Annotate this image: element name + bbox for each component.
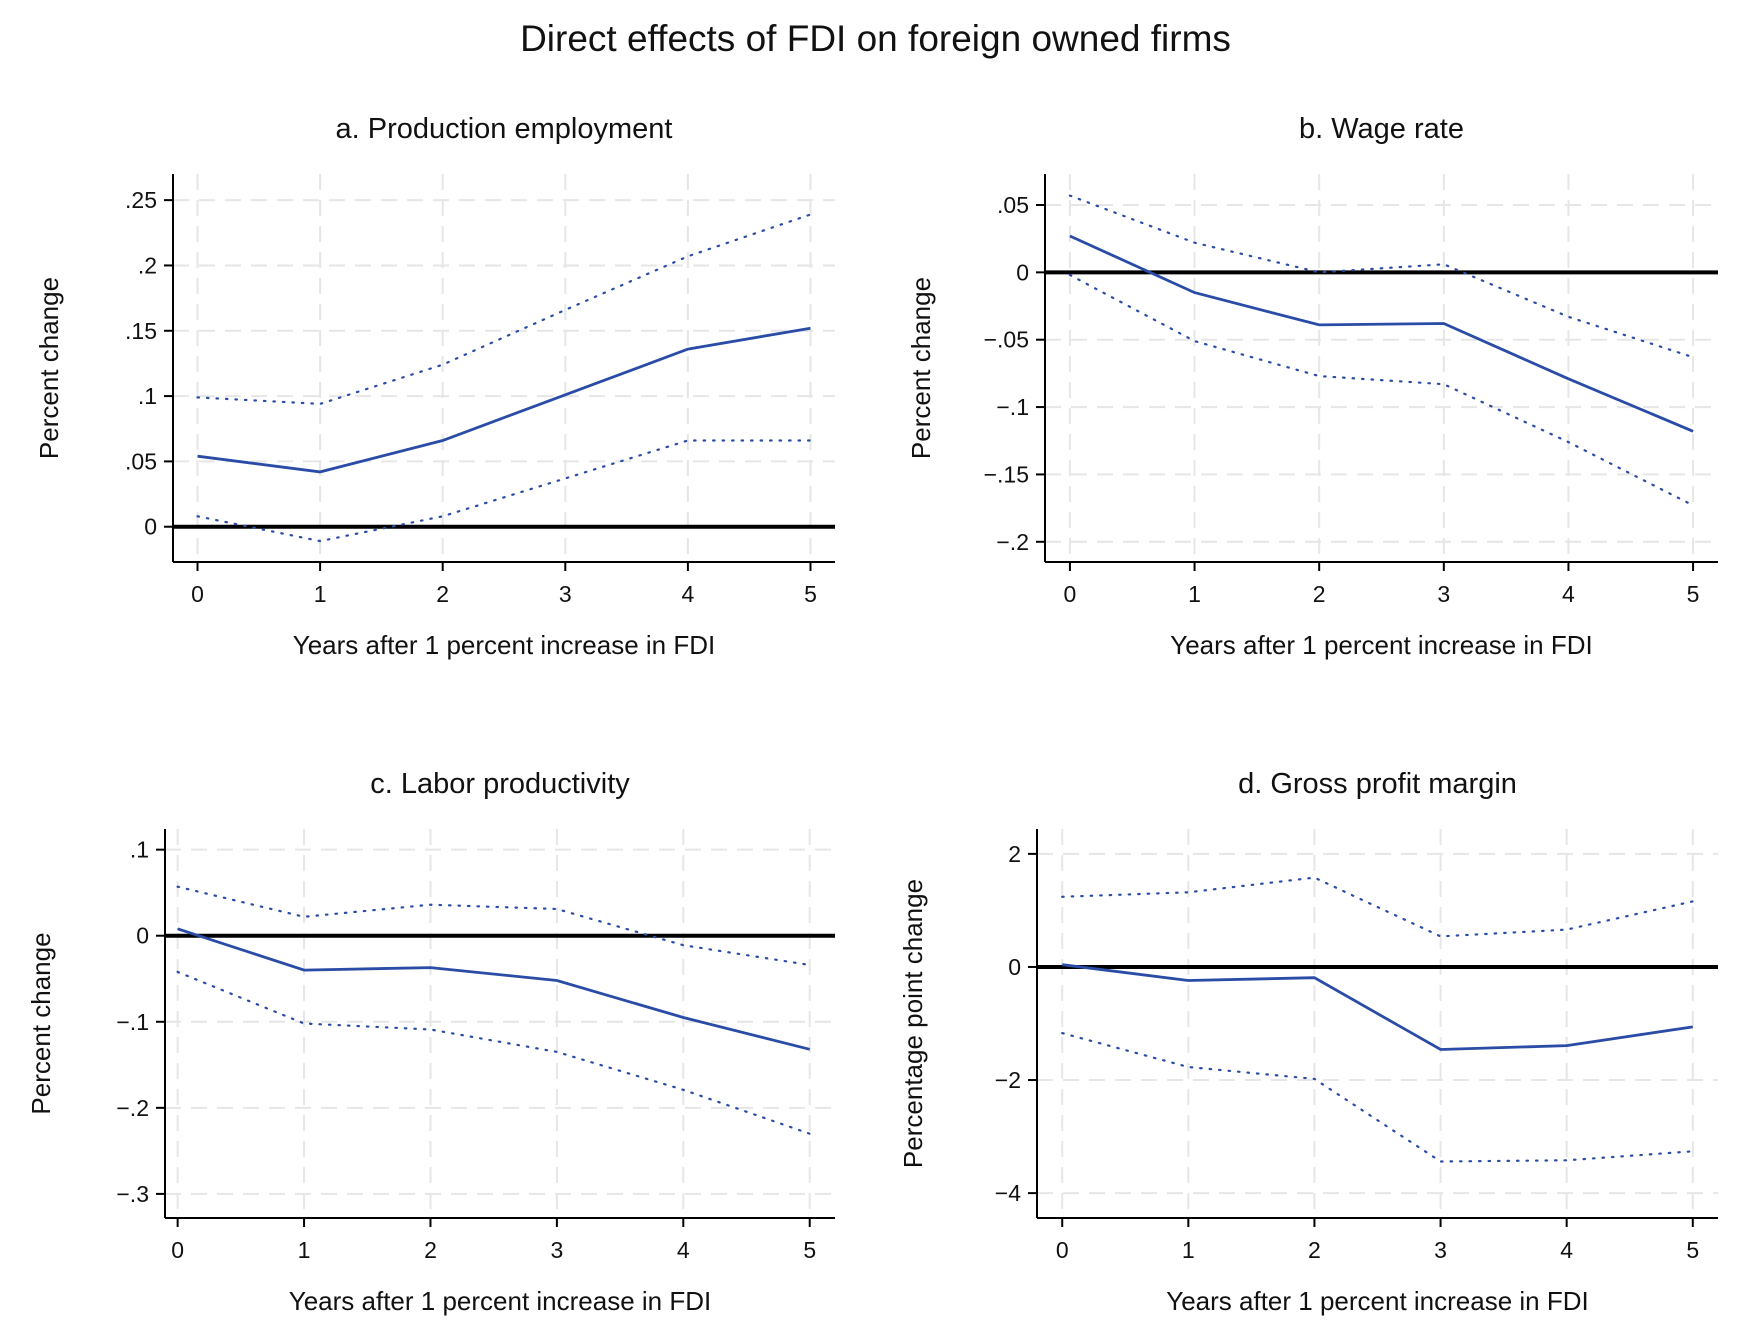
y-tick-label: .05 <box>125 448 157 474</box>
panel-c: .1 0 −.1 −.2 −.3 0 1 2 3 4 5 c. Labor productivity Y… <box>26 768 835 1316</box>
x-tick-label: 2 <box>436 581 449 607</box>
x-tick-label: 3 <box>1437 581 1450 607</box>
y-tick-label: .1 <box>138 383 157 409</box>
series-line-estimate-b <box>1069 234 1694 433</box>
y-tick-label: 0 <box>144 514 157 540</box>
y-tick-label: −4 <box>995 1180 1021 1206</box>
y-axis-label-b: Percent change <box>906 277 936 459</box>
x-tick-label: 1 <box>314 581 327 607</box>
y-tick-label: .05 <box>997 192 1029 218</box>
x-tick-label: 1 <box>1182 1237 1195 1263</box>
x-tick-label: 3 <box>559 581 572 607</box>
x-tick-label: 0 <box>1064 581 1077 607</box>
x-tick-label: 0 <box>1056 1237 1069 1263</box>
figure-title: Direct effects of FDI on foreign owned f… <box>520 18 1231 59</box>
x-tick-label: 4 <box>681 581 694 607</box>
x-axis-label-c: Years after 1 percent increase in FDI <box>289 1286 711 1316</box>
y-tick-label: .2 <box>138 252 157 278</box>
y-tick-label: .15 <box>125 318 157 344</box>
x-axis-label-a: Years after 1 percent increase in FDI <box>293 630 715 660</box>
series-line-estimate-d <box>1062 963 1694 1051</box>
x-tick-label: 3 <box>550 1237 563 1263</box>
series-line-lower-ci-a <box>196 439 812 543</box>
x-tick-label: 5 <box>804 581 817 607</box>
y-tick-label: −.2 <box>996 529 1029 555</box>
x-tick-label: 5 <box>803 1237 816 1263</box>
x-tick-label: 3 <box>1434 1237 1447 1263</box>
x-axis-label-b: Years after 1 percent increase in FDI <box>1170 630 1592 660</box>
x-tick-label: 2 <box>1313 581 1326 607</box>
series-line-upper-ci-d <box>1061 876 1694 938</box>
x-tick-label: 5 <box>1687 581 1700 607</box>
panel-title-c: c. Labor productivity <box>370 768 630 800</box>
y-tick-label: −.1 <box>996 394 1029 420</box>
y-axis-label-a: Percent change <box>34 277 64 459</box>
series-line-upper-ci-b <box>1068 194 1695 359</box>
series-line-upper-ci-c <box>176 885 811 967</box>
series-line-upper-ci-a <box>196 213 812 406</box>
x-tick-label: 4 <box>1560 1237 1573 1263</box>
y-tick-label: 2 <box>1008 841 1021 867</box>
x-tick-label: 2 <box>424 1237 437 1263</box>
series-line-estimate-a <box>197 326 811 474</box>
x-tick-label: 0 <box>191 581 204 607</box>
panel-title-d: d. Gross profit margin <box>1238 768 1517 800</box>
y-tick-label: .25 <box>125 187 157 213</box>
y-tick-label: 0 <box>1016 259 1029 285</box>
x-axis-label-d: Years after 1 percent increase in FDI <box>1166 1286 1588 1316</box>
y-axis-label-c: Percent change <box>26 932 56 1114</box>
y-tick-label: −.15 <box>984 461 1029 487</box>
y-tick-label: −2 <box>995 1067 1021 1093</box>
x-tick-label: 5 <box>1686 1237 1699 1263</box>
x-tick-label: 2 <box>1308 1237 1321 1263</box>
y-tick-label: −.05 <box>984 327 1029 353</box>
panel-a: 0 .05 .1 .15 .2 .25 0 1 2 3 4 5 a. Production employ… <box>34 113 835 660</box>
series-line-estimate-c <box>177 927 811 1051</box>
series-line-lower-ci-c <box>176 970 811 1135</box>
x-tick-label: 4 <box>677 1237 690 1263</box>
panel-title-b: b. Wage rate <box>1299 113 1464 145</box>
panel-d: 2 0 −2 −4 0 1 2 3 4 5 d. Gross profit margin Years … <box>898 768 1718 1316</box>
y-axis-label-d: Percentage point change <box>898 879 928 1168</box>
y-tick-label: 0 <box>1008 954 1021 980</box>
y-tick-label: −.1 <box>116 1009 149 1035</box>
panel-title-a: a. Production employment <box>336 113 673 145</box>
series-line-lower-ci-d <box>1061 1031 1694 1163</box>
x-tick-label: 4 <box>1562 581 1575 607</box>
panel-b: .05 0 −.05 −.1 −.15 −.2 0 1 2 3 4 5 b. Wage rate Year… <box>906 113 1718 660</box>
y-tick-label: 0 <box>136 923 149 949</box>
x-tick-label: 0 <box>171 1237 184 1263</box>
y-tick-label: −.2 <box>116 1095 149 1121</box>
y-tick-label: .1 <box>130 837 149 863</box>
y-tick-label: −.3 <box>116 1181 149 1207</box>
x-tick-label: 1 <box>1188 581 1201 607</box>
series-line-lower-ci-b <box>1068 273 1695 507</box>
x-tick-label: 1 <box>298 1237 311 1263</box>
